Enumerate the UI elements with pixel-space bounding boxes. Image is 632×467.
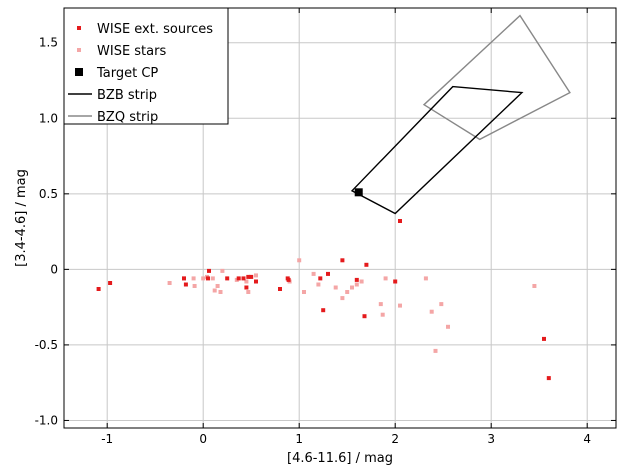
strip-polygons (350, 14, 571, 215)
wise-ext-source-point (364, 262, 369, 267)
wise-star-point (398, 303, 402, 308)
axis-ticks: -1 0 1 2 3 4 -1.0 -0.5 0 0.5 1.0 1.5 (35, 8, 616, 446)
wise-star-point (316, 282, 321, 287)
wise-star-point (254, 273, 258, 278)
wise-star-point (333, 285, 338, 290)
wise-ext-source-point (246, 274, 251, 279)
wise-ext-source-point (354, 277, 359, 282)
wise-star-point (212, 288, 217, 293)
legend-square-marker (75, 68, 83, 76)
wise-star-point (246, 290, 251, 294)
target-cp-marker (354, 188, 363, 197)
wise-ext-source-point (236, 276, 241, 281)
wise-star-point (446, 324, 450, 329)
y-tick-label: -0.5 (35, 338, 58, 352)
wise-star-point (345, 290, 350, 294)
x-tick-label: -1 (101, 432, 113, 446)
wise-star-point (340, 296, 345, 301)
wise-ext-source-point (183, 282, 188, 287)
wise-star-point (380, 312, 385, 317)
wise-star-point (423, 276, 428, 281)
wise-star-point (439, 302, 444, 307)
wise-star-point (167, 281, 172, 285)
wise-star-point (215, 284, 220, 288)
y-tick-label: 1.0 (39, 111, 58, 125)
x-tick-label: 1 (295, 432, 303, 446)
wise-ext-source-point (321, 308, 326, 313)
wise-ext-source-point (398, 219, 402, 223)
wise-star-point (201, 276, 206, 281)
wise-star-point (433, 348, 438, 353)
wise-ext-source-point (542, 336, 546, 341)
wise-ext-source-point (340, 258, 345, 263)
wise-ext-source-point (362, 314, 367, 319)
target-marker-group (354, 188, 363, 197)
wise-ext-source-point (206, 276, 210, 281)
legend-label: BZQ strip (97, 110, 158, 125)
x-tick-label: 4 (583, 432, 591, 446)
wise-ext-source-point (326, 271, 330, 276)
wise-star-point (244, 279, 249, 284)
wise-star-point (218, 290, 223, 294)
wise-ext-source-point (241, 276, 246, 281)
wise-ext-source-point (318, 276, 323, 281)
wise-star-point (191, 276, 196, 281)
wise-ext-source-point (286, 277, 291, 282)
grid-lines (64, 8, 616, 428)
wise-star-point (350, 285, 354, 290)
scatter-points (96, 219, 551, 381)
wise-ext-source-point (108, 281, 113, 285)
wise-ext-source-point (254, 279, 258, 284)
y-tick-label: -1.0 (35, 413, 58, 427)
wise-star-point (210, 276, 215, 281)
wise-star-point (192, 284, 197, 288)
legend: WISE ext. sources WISE stars Target CP BZB … (63, 7, 229, 125)
legend-label: WISE stars (97, 44, 166, 59)
wise-star-point (311, 271, 316, 276)
plot-frame (63, 7, 617, 429)
legend-label: Target CP (96, 66, 158, 81)
wise-star-point (532, 284, 537, 288)
y-tick-label: 1.5 (39, 36, 58, 50)
wise-star-point (383, 276, 388, 281)
y-tick-label: 0 (50, 262, 58, 276)
wise-ext-source-point (249, 274, 254, 279)
bzb-strip-polygon (350, 85, 524, 215)
wise-star-point (378, 302, 383, 307)
wise-ext-source-point (182, 276, 186, 281)
legend-box (63, 7, 229, 125)
wise-star-point (354, 282, 359, 287)
wise-star-point (302, 290, 306, 294)
legend-label: BZB strip (97, 88, 157, 103)
wise-ext-source-point (225, 276, 230, 281)
wise-ext-source-point (96, 287, 101, 291)
y-tick-label: 0.5 (39, 187, 58, 201)
x-axis-title: [4.6-11.6] / mag (287, 451, 393, 466)
wise-ext-source-point (393, 279, 398, 284)
wise-star-point (297, 258, 302, 263)
legend-dot-marker (77, 26, 81, 30)
legend-dot-marker (77, 48, 81, 52)
y-axis-title: [3.4-4.6] / mag (14, 169, 29, 267)
wise-ext-source-point (278, 287, 282, 291)
x-tick-label: 2 (391, 432, 399, 446)
wise-star-point (220, 268, 225, 273)
wise-ext-source-point (546, 376, 551, 381)
legend-label: WISE ext. sources (97, 22, 213, 37)
bzq-strip-polygon (422, 14, 571, 141)
wise-ext-source-point (244, 285, 249, 290)
x-tick-label: 3 (487, 432, 495, 446)
x-tick-label: 0 (199, 432, 207, 446)
wise-star-point (359, 279, 364, 284)
wise-ext-source-point (207, 268, 211, 273)
wise-star-point (429, 309, 434, 314)
